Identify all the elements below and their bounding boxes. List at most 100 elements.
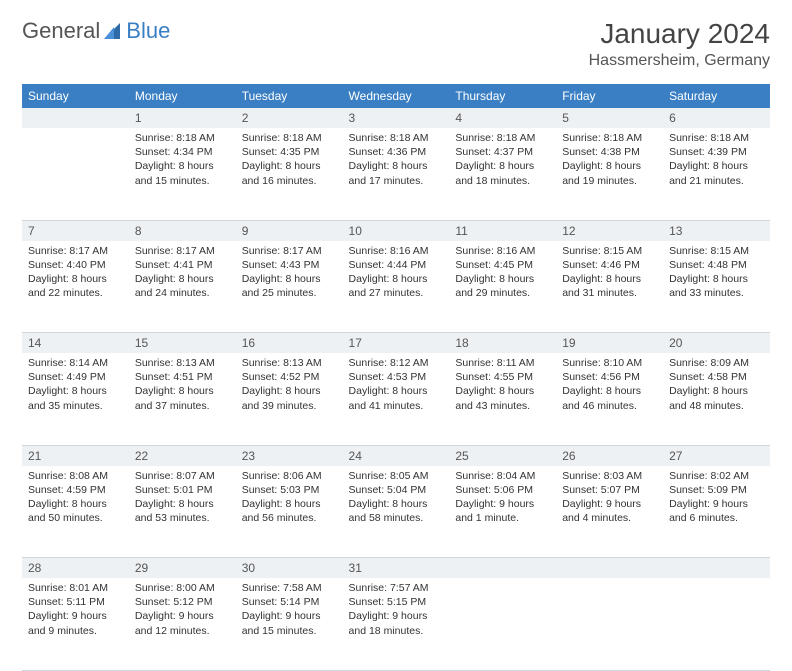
day-cell: Sunrise: 8:15 AMSunset: 4:48 PMDaylight:… [663, 241, 770, 333]
sunrise-text: Sunrise: 8:13 AM [135, 356, 230, 370]
sunrise-text: Sunrise: 8:06 AM [242, 469, 337, 483]
sunset-text: Sunset: 4:44 PM [349, 258, 444, 272]
sunrise-text: Sunrise: 8:04 AM [455, 469, 550, 483]
day-number: 25 [449, 446, 556, 466]
sunrise-text: Sunrise: 8:02 AM [669, 469, 764, 483]
day-cell: Sunrise: 8:07 AMSunset: 5:01 PMDaylight:… [129, 466, 236, 558]
day-number: 23 [236, 446, 343, 466]
day-cell-content: Sunrise: 8:15 AMSunset: 4:46 PMDaylight:… [556, 241, 663, 307]
day-cell-content: Sunrise: 8:18 AMSunset: 4:37 PMDaylight:… [449, 128, 556, 194]
sunrise-text: Sunrise: 8:18 AM [242, 131, 337, 145]
sunset-text: Sunset: 4:35 PM [242, 145, 337, 159]
daylight-text: Daylight: 9 hours and 18 minutes. [349, 609, 444, 637]
sunset-text: Sunset: 4:41 PM [135, 258, 230, 272]
day-number: 22 [129, 446, 236, 466]
day-number-cell: 19 [556, 333, 663, 354]
day-number: 4 [449, 108, 556, 128]
day-content-row: Sunrise: 8:18 AMSunset: 4:34 PMDaylight:… [22, 128, 770, 220]
day-cell-content: Sunrise: 7:58 AMSunset: 5:14 PMDaylight:… [236, 578, 343, 644]
sunrise-text: Sunrise: 8:18 AM [135, 131, 230, 145]
sunset-text: Sunset: 5:07 PM [562, 483, 657, 497]
day-cell: Sunrise: 8:09 AMSunset: 4:58 PMDaylight:… [663, 353, 770, 445]
day-cell: Sunrise: 8:18 AMSunset: 4:35 PMDaylight:… [236, 128, 343, 220]
sunrise-text: Sunrise: 8:17 AM [28, 244, 123, 258]
weekday-header: Thursday [449, 84, 556, 108]
day-number: 5 [556, 108, 663, 128]
day-cell-content: Sunrise: 8:18 AMSunset: 4:36 PMDaylight:… [343, 128, 450, 194]
day-number: 6 [663, 108, 770, 128]
title-block: January 2024 Hassmersheim, Germany [589, 18, 770, 70]
day-number-cell: 14 [22, 333, 129, 354]
day-number: 21 [22, 446, 129, 466]
day-cell [449, 578, 556, 670]
sunrise-text: Sunrise: 8:15 AM [562, 244, 657, 258]
day-number-row: 123456 [22, 108, 770, 128]
sunset-text: Sunset: 4:51 PM [135, 370, 230, 384]
day-cell: Sunrise: 8:01 AMSunset: 5:11 PMDaylight:… [22, 578, 129, 670]
day-number [556, 558, 663, 564]
day-number: 13 [663, 221, 770, 241]
daylight-text: Daylight: 8 hours and 15 minutes. [135, 159, 230, 187]
day-cell: Sunrise: 8:18 AMSunset: 4:38 PMDaylight:… [556, 128, 663, 220]
sunset-text: Sunset: 4:49 PM [28, 370, 123, 384]
sunrise-text: Sunrise: 8:00 AM [135, 581, 230, 595]
day-cell-content: Sunrise: 8:18 AMSunset: 4:38 PMDaylight:… [556, 128, 663, 194]
sunset-text: Sunset: 5:09 PM [669, 483, 764, 497]
weekday-header: Monday [129, 84, 236, 108]
day-cell: Sunrise: 8:06 AMSunset: 5:03 PMDaylight:… [236, 466, 343, 558]
sunrise-text: Sunrise: 8:03 AM [562, 469, 657, 483]
day-number-cell: 7 [22, 220, 129, 241]
day-number: 9 [236, 221, 343, 241]
day-cell: Sunrise: 8:18 AMSunset: 4:34 PMDaylight:… [129, 128, 236, 220]
day-cell-content [556, 578, 663, 587]
day-cell-content: Sunrise: 8:16 AMSunset: 4:44 PMDaylight:… [343, 241, 450, 307]
daylight-text: Daylight: 9 hours and 6 minutes. [669, 497, 764, 525]
day-cell: Sunrise: 8:15 AMSunset: 4:46 PMDaylight:… [556, 241, 663, 333]
day-number: 27 [663, 446, 770, 466]
sunrise-text: Sunrise: 8:08 AM [28, 469, 123, 483]
day-number-cell: 11 [449, 220, 556, 241]
day-number-cell: 15 [129, 333, 236, 354]
day-cell [663, 578, 770, 670]
day-number-cell: 17 [343, 333, 450, 354]
day-cell-content: Sunrise: 8:13 AMSunset: 4:51 PMDaylight:… [129, 353, 236, 419]
day-number: 19 [556, 333, 663, 353]
sunrise-text: Sunrise: 8:07 AM [135, 469, 230, 483]
day-cell: Sunrise: 8:18 AMSunset: 4:36 PMDaylight:… [343, 128, 450, 220]
day-cell-content: Sunrise: 8:14 AMSunset: 4:49 PMDaylight:… [22, 353, 129, 419]
logo-sail-icon [102, 21, 124, 41]
location: Hassmersheim, Germany [589, 52, 770, 70]
day-content-row: Sunrise: 8:08 AMSunset: 4:59 PMDaylight:… [22, 466, 770, 558]
day-number: 29 [129, 558, 236, 578]
daylight-text: Daylight: 8 hours and 35 minutes. [28, 384, 123, 412]
daylight-text: Daylight: 8 hours and 25 minutes. [242, 272, 337, 300]
day-number: 30 [236, 558, 343, 578]
daylight-text: Daylight: 9 hours and 9 minutes. [28, 609, 123, 637]
day-number-cell: 13 [663, 220, 770, 241]
day-cell-content: Sunrise: 8:05 AMSunset: 5:04 PMDaylight:… [343, 466, 450, 532]
day-cell-content: Sunrise: 8:06 AMSunset: 5:03 PMDaylight:… [236, 466, 343, 532]
daylight-text: Daylight: 8 hours and 18 minutes. [455, 159, 550, 187]
day-cell-content: Sunrise: 8:00 AMSunset: 5:12 PMDaylight:… [129, 578, 236, 644]
day-number [449, 558, 556, 564]
sunset-text: Sunset: 5:03 PM [242, 483, 337, 497]
day-cell: Sunrise: 8:02 AMSunset: 5:09 PMDaylight:… [663, 466, 770, 558]
sunset-text: Sunset: 4:48 PM [669, 258, 764, 272]
logo-text-blue: Blue [126, 18, 170, 44]
day-cell-content: Sunrise: 8:04 AMSunset: 5:06 PMDaylight:… [449, 466, 556, 532]
sunrise-text: Sunrise: 8:14 AM [28, 356, 123, 370]
day-number-cell: 12 [556, 220, 663, 241]
day-number: 15 [129, 333, 236, 353]
day-number: 3 [343, 108, 450, 128]
daylight-text: Daylight: 8 hours and 39 minutes. [242, 384, 337, 412]
day-content-row: Sunrise: 8:17 AMSunset: 4:40 PMDaylight:… [22, 241, 770, 333]
day-cell-content: Sunrise: 7:57 AMSunset: 5:15 PMDaylight:… [343, 578, 450, 644]
day-cell-content [449, 578, 556, 587]
daylight-text: Daylight: 8 hours and 58 minutes. [349, 497, 444, 525]
logo-text-general: General [22, 18, 100, 44]
day-cell: Sunrise: 8:17 AMSunset: 4:43 PMDaylight:… [236, 241, 343, 333]
daylight-text: Daylight: 9 hours and 12 minutes. [135, 609, 230, 637]
sunrise-text: Sunrise: 8:18 AM [455, 131, 550, 145]
day-number: 17 [343, 333, 450, 353]
sunrise-text: Sunrise: 8:09 AM [669, 356, 764, 370]
